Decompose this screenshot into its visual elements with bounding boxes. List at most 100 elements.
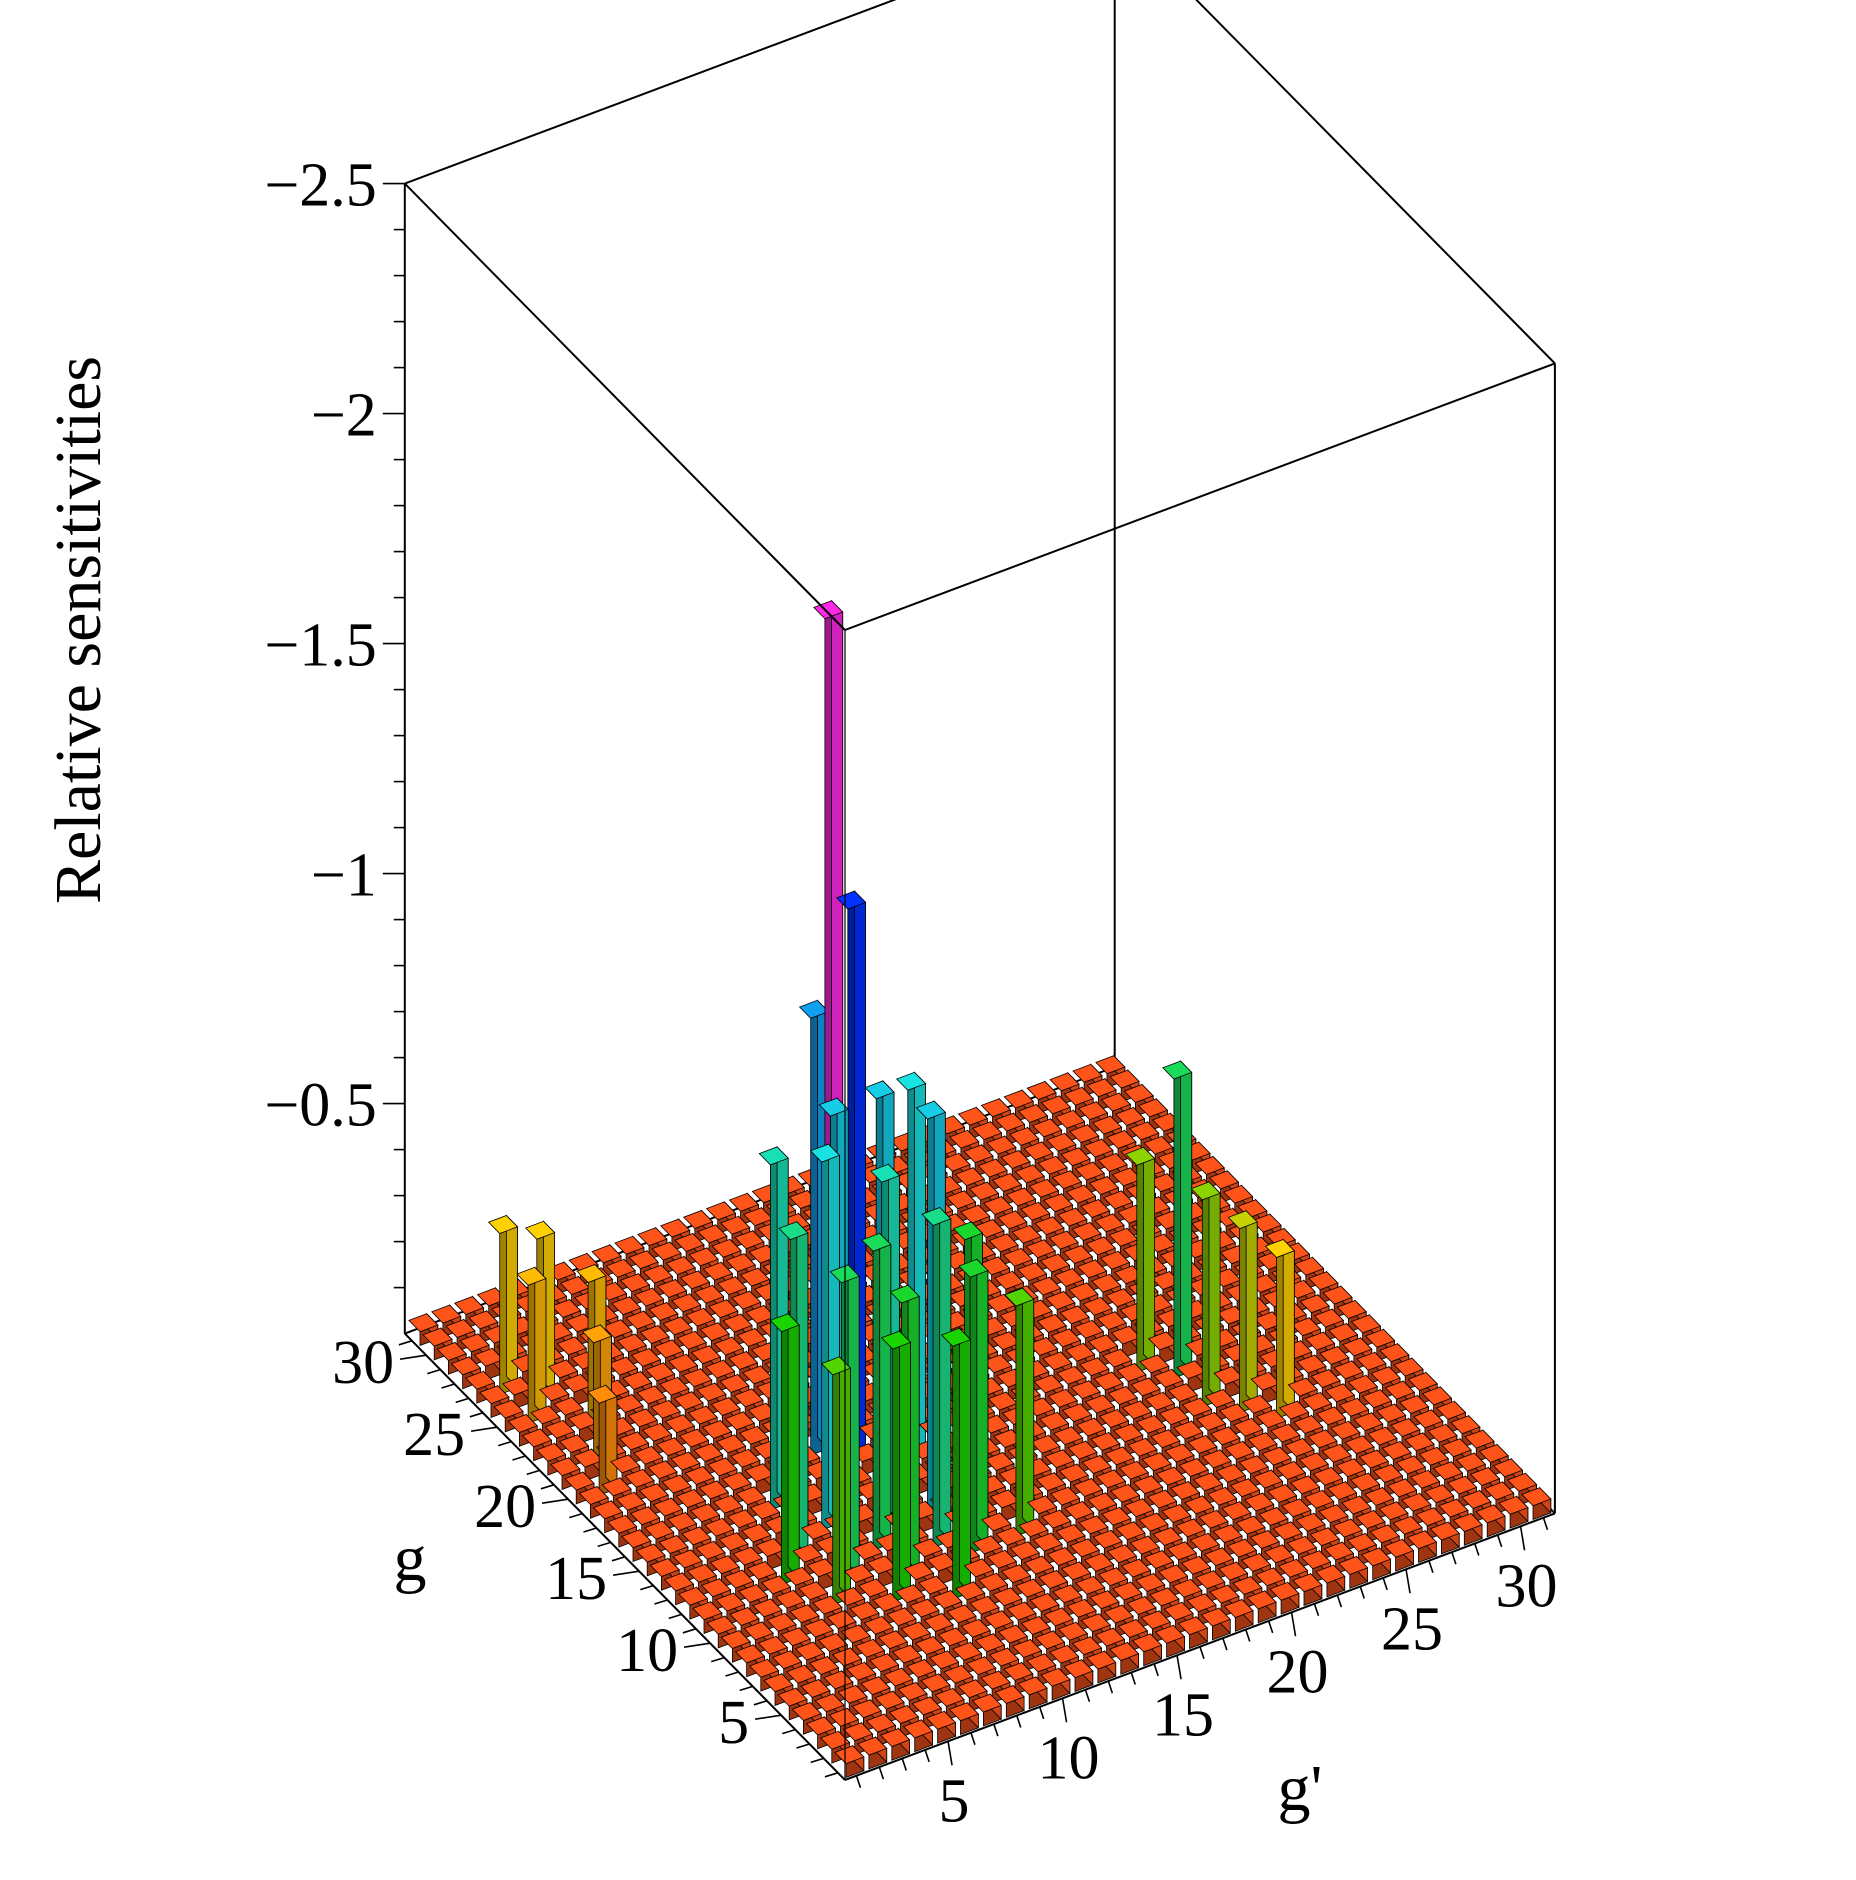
y-tick xyxy=(739,1685,753,1692)
bar xyxy=(724,1410,756,1445)
bar-face-top xyxy=(889,1284,920,1304)
bar-face-side xyxy=(1245,1209,1258,1407)
bar-face-top xyxy=(1379,1343,1410,1363)
bar-face-top xyxy=(1162,1060,1193,1080)
y-tick-label: 10 xyxy=(616,1617,678,1685)
bar-face-top xyxy=(1025,1239,1056,1259)
bar-face-top xyxy=(797,1581,829,1601)
bar-face-top xyxy=(700,1578,732,1598)
bar-face-top xyxy=(1097,1153,1128,1172)
bar-face-top xyxy=(676,1330,707,1350)
bar-face-top xyxy=(1233,1417,1264,1437)
bar-face-top xyxy=(524,1220,556,1240)
bar-face-top xyxy=(1086,1492,1118,1512)
bar-face-top xyxy=(1146,1489,1178,1509)
bar-face-top xyxy=(732,1546,763,1566)
bar-face-top xyxy=(709,1555,740,1575)
bar-face-top xyxy=(672,1549,703,1569)
bar-face-top xyxy=(988,1647,1020,1667)
bar-face-top xyxy=(1450,1415,1481,1435)
bar-face-top xyxy=(928,1650,960,1670)
bar-face-top xyxy=(1498,1495,1529,1515)
bar-face-top xyxy=(689,1503,721,1523)
y-tick xyxy=(796,1743,810,1749)
bar xyxy=(1475,1503,1506,1538)
bar-face-top xyxy=(1295,1512,1326,1532)
bar-face-top xyxy=(1275,1461,1307,1480)
bar-face-side xyxy=(787,1312,800,1579)
bar-face-top xyxy=(630,1348,662,1367)
y-tick xyxy=(398,1340,413,1346)
bar-face-top xyxy=(705,1201,737,1221)
bar-face-top xyxy=(741,1523,772,1543)
bar-face-top xyxy=(1096,1311,1127,1331)
bar-face-top xyxy=(1071,1636,1103,1656)
bar-face-top xyxy=(1335,1458,1367,1478)
bar xyxy=(945,1189,977,1224)
y-tick xyxy=(682,1628,697,1634)
bar-face-top xyxy=(1235,1515,1266,1535)
bar-face-top xyxy=(651,1241,682,1261)
bar-face-top xyxy=(1124,1146,1156,1166)
bar-face-top xyxy=(602,1319,633,1339)
y-tick xyxy=(427,1368,441,1375)
bar-face-top xyxy=(957,1106,989,1126)
bar-face-top xyxy=(1310,1369,1341,1388)
bar-face-top xyxy=(576,1264,607,1283)
bar-face-top xyxy=(1338,1397,1370,1417)
bar xyxy=(1162,1060,1193,1379)
bar-face-top xyxy=(1241,1394,1273,1414)
bar-face-top xyxy=(661,1474,692,1494)
bar-face-top xyxy=(742,1207,774,1227)
bar-face-top xyxy=(960,1204,991,1224)
bar xyxy=(1337,1555,1369,1589)
bar-face-top xyxy=(1381,1441,1412,1460)
bar-face-top xyxy=(1106,1544,1138,1564)
bar-face-top xyxy=(1129,1535,1160,1555)
bar xyxy=(1094,1212,1125,1247)
bar-face-top xyxy=(1223,1599,1254,1618)
bar-face-top xyxy=(1127,1437,1158,1457)
bar-face-top xyxy=(695,1540,726,1560)
bar-face-top xyxy=(671,1293,702,1313)
bar-face-top xyxy=(1118,1460,1149,1480)
bar-face-top xyxy=(990,1331,1022,1351)
bar xyxy=(914,1635,946,1669)
bar-face-top xyxy=(1195,1412,1227,1431)
bar-face-top xyxy=(1053,1268,1085,1287)
bar-face-top xyxy=(1372,1464,1404,1483)
bar-face-top xyxy=(925,1710,957,1730)
bar-face-top xyxy=(704,1517,735,1537)
bar xyxy=(1227,1209,1258,1414)
bar-face-top xyxy=(921,1207,952,1226)
bar-face-top xyxy=(926,1552,958,1572)
bar-face-top xyxy=(934,1687,965,1707)
bar-face-top xyxy=(659,1376,690,1396)
bar xyxy=(738,1425,770,1459)
bar-face-top xyxy=(606,1514,638,1534)
bar-face-top xyxy=(846,1661,877,1681)
bar-face-top xyxy=(1064,1501,1095,1520)
bar-face-top xyxy=(1322,1285,1353,1305)
x-tick xyxy=(1107,1680,1114,1694)
bar-face-top xyxy=(1120,1558,1152,1578)
bar-face-top xyxy=(611,1296,642,1316)
bar-face-top xyxy=(1492,1458,1524,1478)
bar xyxy=(994,1684,1025,1718)
bar-face-side xyxy=(1022,1287,1035,1531)
bar-face-top xyxy=(879,1728,911,1747)
bar-face-top xyxy=(605,1258,636,1278)
bar-face-top xyxy=(601,1477,632,1497)
bar-face-top xyxy=(1326,1481,1358,1501)
bar-face-top xyxy=(656,1279,688,1298)
bar-face-top xyxy=(1270,1423,1301,1443)
bar-face-top xyxy=(1349,1472,1381,1492)
bar-face-top xyxy=(988,1233,1019,1253)
bar-face-top xyxy=(562,1373,593,1393)
bar-face-top xyxy=(1227,1210,1258,1230)
bar-face-top xyxy=(1141,1452,1172,1472)
bar-face-top xyxy=(1101,1506,1132,1526)
bar-face-top xyxy=(863,1615,894,1635)
bar-face-top xyxy=(1090,1432,1121,1451)
bar-face-top xyxy=(1175,1518,1206,1538)
